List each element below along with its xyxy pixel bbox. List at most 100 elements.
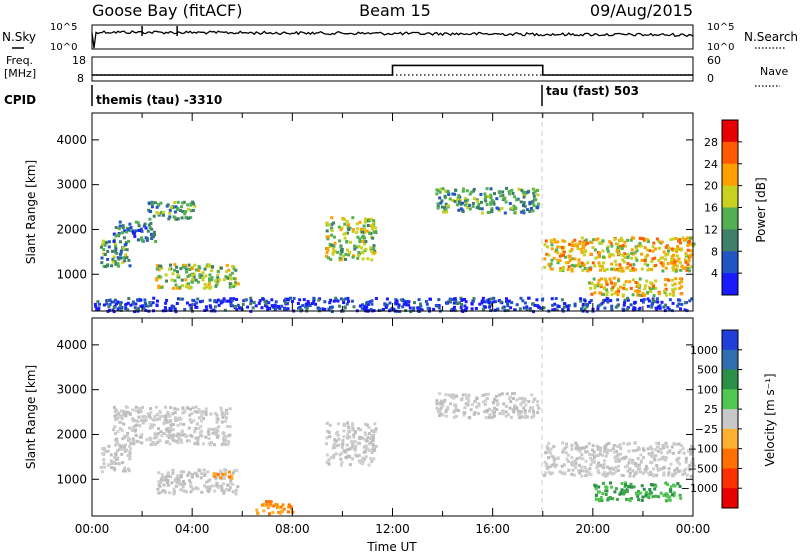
echo-cell: [646, 297, 650, 301]
echo-cell: [219, 484, 223, 488]
echo-cell: [626, 442, 630, 446]
echo-cell: [128, 450, 132, 454]
cpid-panel: CPID themis (tau) -3310 tau (fast) 503: [4, 84, 639, 107]
echo-cell: [226, 483, 230, 487]
echo-cell: [178, 285, 182, 289]
echo-cell: [185, 439, 189, 443]
echo-cell: [665, 494, 669, 498]
echo-cell: [443, 194, 447, 198]
echo-cell: [179, 470, 183, 474]
echo-cell: [140, 441, 144, 445]
echo-cell: [127, 297, 131, 300]
echo-cell: [189, 484, 193, 488]
echo-cell: [512, 208, 515, 211]
echo-cell: [627, 461, 631, 465]
echo-cell: [340, 247, 344, 251]
echo-cell: [680, 280, 684, 284]
echo-cell: [181, 201, 185, 205]
echo-cell: [280, 509, 283, 513]
echo-cell: [110, 300, 114, 304]
echo-cell: [278, 306, 282, 310]
echo-cell: [651, 245, 655, 249]
echo-cell: [506, 308, 510, 312]
echo-cell: [216, 280, 220, 283]
echo-cell: [587, 442, 591, 445]
echo-cell: [635, 249, 639, 253]
echo-cell: [628, 280, 632, 284]
echo-cell: [573, 257, 577, 261]
echo-cell: [146, 229, 150, 233]
echo-cell: [366, 257, 370, 261]
colorbar-tick-label: −500: [688, 462, 718, 475]
echo-cell: [364, 447, 368, 451]
echo-cell: [632, 268, 635, 272]
echo-cell: [595, 493, 598, 497]
echo-cell: [149, 222, 153, 225]
echo-cell: [660, 300, 664, 304]
echo-cell: [466, 394, 470, 398]
echo-cell: [532, 194, 536, 198]
echo-cell: [128, 457, 132, 461]
echo-cell: [492, 200, 496, 204]
echo-cell: [552, 256, 556, 260]
echo-cell: [196, 442, 200, 446]
echo-cell: [603, 474, 607, 478]
echo-cell: [489, 187, 493, 191]
echo-cell: [689, 474, 693, 478]
echo-cell: [609, 481, 612, 485]
echo-cell: [592, 277, 596, 281]
echo-cell: [270, 298, 274, 302]
echo-cell: [671, 290, 675, 294]
echo-cell: [593, 484, 597, 488]
echo-cell: [620, 269, 623, 273]
echo-cell: [453, 297, 457, 301]
echo-cell: [333, 241, 337, 245]
echo-cell: [262, 509, 266, 513]
echo-cell: [651, 249, 655, 253]
echo-cell: [653, 458, 657, 462]
echo-cell: [118, 220, 122, 224]
echo-cell: [672, 268, 676, 272]
echo-cell: [126, 439, 130, 442]
echo-cell: [192, 278, 196, 282]
echo-cell: [202, 484, 206, 488]
echo-cell: [260, 306, 264, 310]
echo-cell: [550, 258, 554, 262]
echo-cell: [629, 497, 633, 500]
echo-cell: [473, 411, 477, 414]
echo-cell: [230, 298, 234, 302]
echo-cell: [527, 296, 531, 300]
echo-cell: [308, 304, 312, 308]
echo-cell: [342, 435, 346, 439]
echo-cell: [439, 187, 443, 191]
echo-cell: [204, 305, 208, 309]
echo-cell: [115, 410, 119, 414]
echo-cell: [353, 244, 357, 248]
echo-cell: [585, 445, 589, 449]
echo-cell: [147, 201, 151, 205]
echo-cell: [593, 291, 597, 295]
echo-cell: [683, 308, 687, 312]
echo-cell: [626, 296, 630, 300]
echo-cell: [620, 246, 624, 250]
echo-cell: [221, 416, 225, 419]
echo-cell: [351, 228, 355, 232]
echo-cell: [167, 436, 171, 440]
echo-cell: [523, 193, 527, 197]
echo-cell: [634, 268, 637, 272]
echo-cell: [368, 437, 372, 441]
echo-cell: [105, 302, 109, 306]
x-tick-label: 00:00: [75, 522, 110, 536]
echo-cell: [523, 411, 527, 415]
echo-cell: [175, 434, 179, 438]
echo-cell: [594, 256, 598, 260]
echo-cell: [328, 423, 332, 427]
echo-cell: [648, 453, 652, 457]
echo-cell: [289, 296, 292, 300]
echo-cell: [441, 187, 445, 191]
echo-cell: [370, 258, 374, 262]
echo-cell: [334, 439, 338, 443]
echo-cell: [269, 502, 272, 506]
echo-cell: [329, 298, 333, 302]
echo-cell: [671, 493, 674, 497]
